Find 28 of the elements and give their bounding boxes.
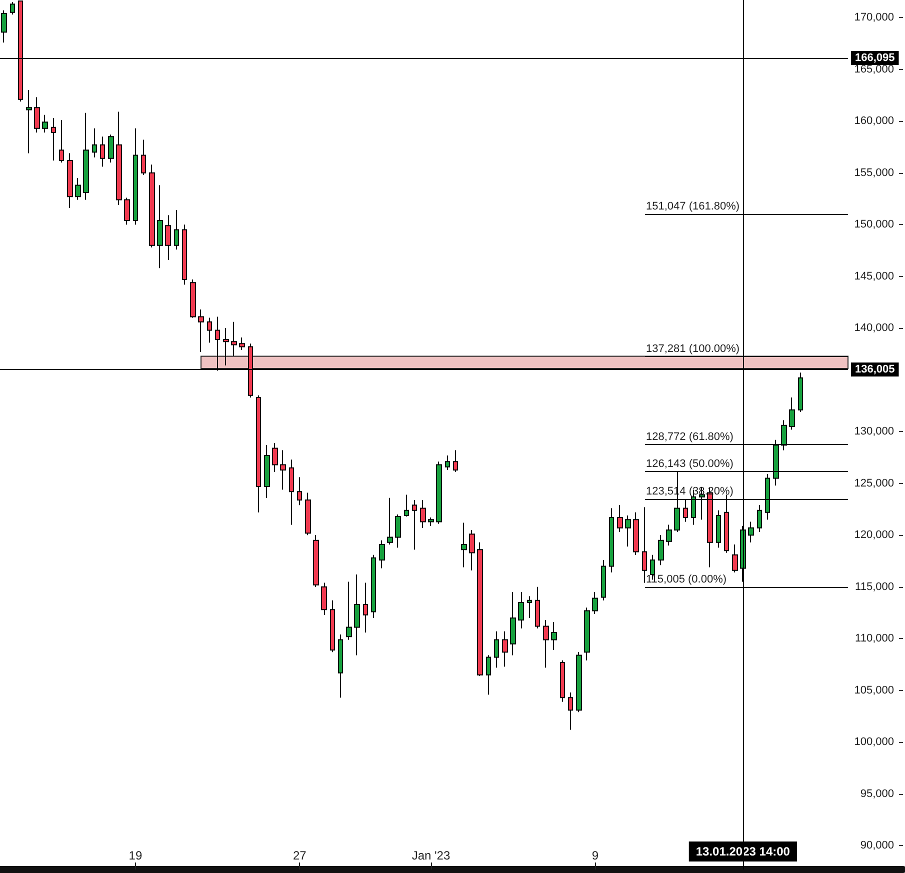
y-tick-label: 95,000 [860,788,894,800]
y-tick-label: 160,000 [854,115,894,128]
y-tick-label: 105,000 [854,684,894,696]
y-tick-label: 90,000 [860,840,894,852]
x-tick-label: 13.01.2023 14:00 [696,844,790,858]
y-tick-label: 115,000 [855,580,894,593]
y-tick-label: 110,000 [855,632,894,645]
ref-line-label: 166,095 [855,52,895,64]
y-tick-label: 155,000 [854,166,894,179]
x-tick-label: 27 [292,848,307,862]
x-tick-label: 19 [128,848,142,862]
x-tick-label: 9 [592,848,599,862]
y-tick-label: 100,000 [854,736,894,748]
y-tick-label: 170,000 [854,12,894,24]
ref-line-label: 137,281 (100.00%) [646,342,740,355]
y-tick-label: 125,000 [854,477,894,490]
ref-line-label: 126,143 (50.00%) [646,458,734,470]
x-tick-label: Jan '23 [412,848,450,862]
y-tick-label: 120,000 [854,529,894,542]
y-tick-label: 165,000 [854,63,894,76]
ref-line-label: 151,047 (161.80%) [646,200,740,212]
y-tick-label: 140,000 [854,322,894,334]
y-tick-label: 130,000 [854,426,894,438]
y-tick-label: 145,000 [854,270,894,282]
ref-line-label: 136,005 [855,363,895,376]
ref-line-label: 128,772 (61.80%) [646,430,734,443]
y-tick-label: 150,000 [854,218,894,231]
ref-line-label: 115,005 (0.00%) [646,573,727,586]
